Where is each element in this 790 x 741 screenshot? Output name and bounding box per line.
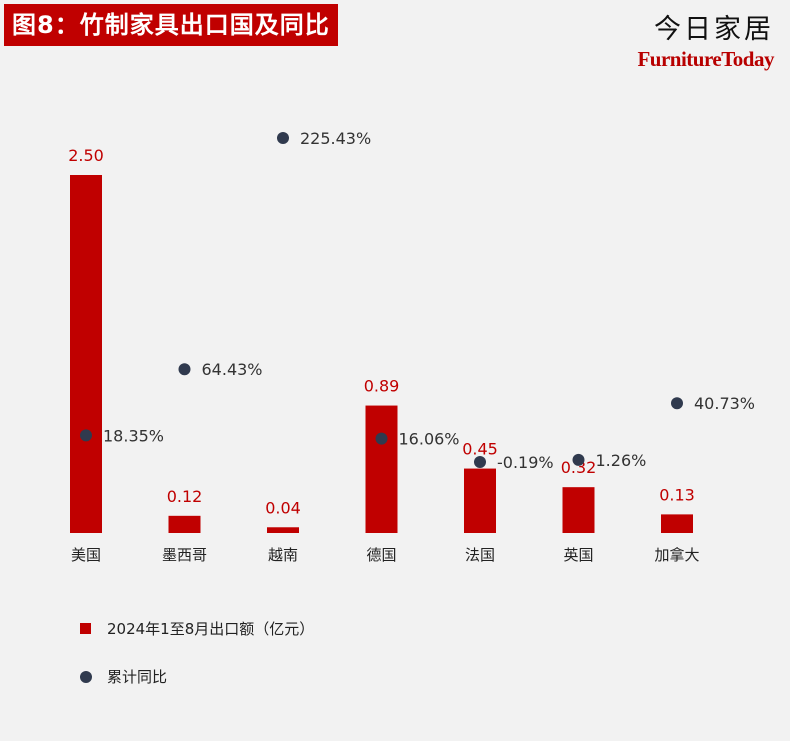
bar-2 <box>267 527 299 533</box>
category-label-4: 法国 <box>465 546 495 564</box>
brand-name-cn: 今日家居 <box>654 14 774 45</box>
category-label-5: 英国 <box>563 546 593 564</box>
yoy-dot-3 <box>375 432 388 445</box>
brand-logo: 今日家居 FurnitureToday <box>637 12 774 70</box>
bar-6 <box>661 514 693 533</box>
yoy-label-4: -0.19% <box>497 453 554 472</box>
bar-value-label-1: 0.12 <box>167 487 203 506</box>
yoy-label-2: 225.43% <box>300 129 371 148</box>
brand-name-en: FurnitureToday <box>637 47 774 71</box>
yoy-dot-5 <box>572 453 585 466</box>
category-label-2: 越南 <box>268 546 298 564</box>
bar-3 <box>365 405 398 533</box>
legend-bar-entry: 2024年1至8月出口额（亿元） <box>80 618 314 639</box>
bar-value-label-2: 0.04 <box>265 498 301 517</box>
legend-bar-swatch <box>80 623 91 634</box>
yoy-dot-6 <box>671 397 683 410</box>
category-label-6: 加拿大 <box>654 546 699 564</box>
bar-4 <box>464 468 496 533</box>
yoy-dot-4 <box>474 456 486 468</box>
bar-5 <box>562 487 595 533</box>
yoy-label-6: 40.73% <box>694 394 755 413</box>
bar-value-label-0: 2.50 <box>68 146 104 165</box>
legend-bar-label: 2024年1至8月出口额（亿元） <box>107 620 315 638</box>
chart-title: 图8：竹制家具出口国及同比 <box>4 4 338 46</box>
bar-value-label-4: 0.45 <box>462 440 498 459</box>
yoy-dot-2 <box>277 132 289 144</box>
bar-1 <box>168 515 201 533</box>
bar-value-label-3: 0.89 <box>364 377 400 396</box>
category-label-0: 美国 <box>71 546 101 564</box>
legend-dot-label: 累计同比 <box>107 668 168 686</box>
category-label-3: 德国 <box>366 546 396 564</box>
legend-dot-entry: 累计同比 <box>80 666 167 687</box>
yoy-dot-0 <box>80 429 92 442</box>
yoy-label-5: 1.26% <box>596 451 647 470</box>
category-label-1: 墨西哥 <box>162 546 207 564</box>
yoy-label-3: 16.06% <box>399 430 460 449</box>
bar-0 <box>70 175 102 533</box>
yoy-label-0: 18.35% <box>103 426 164 445</box>
bar-value-label-6: 0.13 <box>659 485 695 504</box>
yoy-label-1: 64.43% <box>202 360 263 379</box>
yoy-dot-1 <box>178 363 191 376</box>
legend-dot-swatch <box>80 670 92 683</box>
bar-value-label-5: 0.32 <box>561 458 597 477</box>
